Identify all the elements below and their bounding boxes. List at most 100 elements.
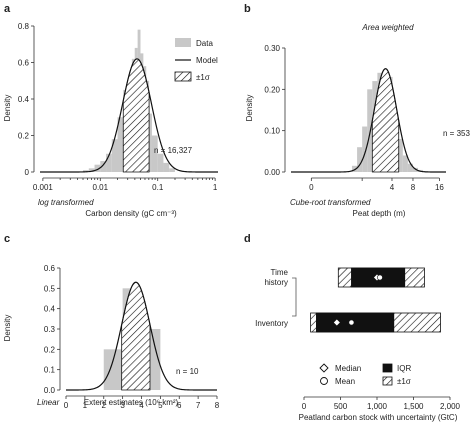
legend-iqr-label: IQR bbox=[397, 364, 411, 373]
panel-letter-a: a bbox=[4, 3, 11, 15]
row-label-time-2: history bbox=[264, 278, 288, 287]
legend-median-label: Median bbox=[335, 364, 361, 373]
legend-data-swatch bbox=[175, 38, 191, 47]
model-curve-c bbox=[66, 281, 217, 391]
bar-a-4 bbox=[106, 153, 112, 172]
panel-b: b Area weighted Density 0.00 0.10 0.20 0.30… bbox=[244, 3, 470, 218]
legend-data-label: Data bbox=[196, 39, 213, 48]
axes-c: 0.0 0.1 0.2 0.3 0.4 0.5 0.6 0 1 2 3 4 5 6 7 8 bbox=[44, 264, 220, 410]
ylabel-a: Density bbox=[3, 95, 12, 122]
legend-mean-label: Mean bbox=[335, 377, 355, 386]
xtick-label-b-3: 8 bbox=[411, 183, 416, 192]
bar-a-2 bbox=[94, 164, 101, 172]
xtick-label-c-2: 2 bbox=[102, 401, 107, 410]
legend-sigma-swatch bbox=[174, 71, 192, 82]
ytick-label-c-1: 0.1 bbox=[44, 366, 56, 375]
legend-sigma-swatch-d bbox=[382, 376, 393, 386]
xtick-label-a-0: 0.001 bbox=[33, 183, 54, 192]
title-b: Area weighted bbox=[361, 23, 414, 32]
bar-b-3 bbox=[367, 89, 373, 172]
xlabel-d: Peatland carbon stock with uncertainty (… bbox=[299, 413, 458, 422]
panel-letter-c: c bbox=[4, 233, 10, 245]
xtick-label-d-1: 500 bbox=[334, 402, 348, 411]
panel-d: d Time history Inventory 0 500 1,000 1,500 2… bbox=[244, 233, 461, 422]
bar-a-1 bbox=[88, 168, 95, 172]
bar-a-19 bbox=[169, 168, 175, 172]
n-label-c: n = 10 bbox=[176, 367, 199, 376]
mean-marker-0 bbox=[377, 274, 383, 281]
legend-a: Data Model ±1σ bbox=[174, 38, 218, 82]
mean-marker-1 bbox=[348, 319, 355, 326]
model-curve-a bbox=[40, 58, 218, 173]
xtick-label-c-4: 4 bbox=[139, 401, 144, 410]
ytick-label-c-0: 0.0 bbox=[44, 386, 56, 395]
bar-b-11 bbox=[407, 163, 413, 172]
row-label-time-1: Time bbox=[271, 268, 289, 277]
model-curve-b bbox=[291, 68, 446, 173]
ytick-label-a-4: 0.8 bbox=[18, 22, 30, 31]
median-marker-1 bbox=[332, 318, 341, 327]
legend-sigma-label-d: ±1σ bbox=[397, 377, 411, 386]
bar-a-5 bbox=[111, 139, 118, 172]
ytick-label-a-0: 0 bbox=[25, 168, 30, 177]
xtick-label-c-0: 0 bbox=[64, 401, 69, 410]
ylabel-c: Density bbox=[3, 315, 12, 342]
xtick-label-a-2: 0.1 bbox=[152, 183, 164, 192]
xtick-label-d-4: 2,000 bbox=[440, 402, 461, 411]
panel-letter-d: d bbox=[244, 233, 251, 245]
ytick-label-a-3: 0.6 bbox=[18, 59, 30, 68]
legend-d: Median Mean IQR ±1σ bbox=[319, 363, 411, 386]
ytick-label-b-2: 0.20 bbox=[264, 85, 280, 94]
ytick-label-c-2: 0.2 bbox=[44, 345, 56, 354]
legend-model-label: Model bbox=[196, 56, 218, 65]
legend-median-marker bbox=[319, 363, 329, 373]
n-label-a: n = 16,327 bbox=[154, 146, 193, 155]
ytick-label-b-1: 0.10 bbox=[264, 127, 280, 136]
xtick-label-b-0: 0 bbox=[309, 183, 314, 192]
xtick-label-d-0: 0 bbox=[302, 402, 307, 411]
ytick-label-c-6: 0.6 bbox=[44, 264, 56, 273]
ytick-label-a-1: 0.2 bbox=[18, 132, 30, 141]
bar-b-0 bbox=[351, 165, 358, 172]
panel-letter-b: b bbox=[244, 3, 251, 15]
legend-mean-marker bbox=[320, 377, 328, 385]
legend-iqr-swatch bbox=[382, 363, 393, 373]
bar-a-15 bbox=[149, 113, 152, 172]
ytick-label-c-3: 0.3 bbox=[44, 325, 56, 334]
row-bracket bbox=[292, 277, 297, 317]
axes-b: 0.00 0.10 0.20 0.30 0 4 8 16 bbox=[264, 44, 444, 192]
panel-c: c Density 0.0 0.1 0.2 0.3 0.4 0.5 0.6 0 1 2 3 4 5 6 7 8… bbox=[3, 233, 220, 410]
ytick-label-c-5: 0.5 bbox=[44, 284, 56, 293]
bar-a-0 bbox=[83, 170, 89, 172]
ylabel-b: Density bbox=[245, 95, 254, 122]
xtick-label-b-4: 16 bbox=[435, 183, 444, 192]
iqr-box-1 bbox=[316, 312, 395, 333]
xtick-label-a-3: 1 bbox=[213, 183, 218, 192]
bar-b-1 bbox=[357, 147, 363, 172]
xtick-label-c-8: 8 bbox=[215, 401, 220, 410]
xtick-label-c-6: 6 bbox=[177, 401, 182, 410]
ytick-label-b-0: 0.00 bbox=[264, 168, 280, 177]
bar-a-3 bbox=[100, 161, 107, 172]
ytick-label-c-4: 0.4 bbox=[44, 305, 56, 314]
xlabel-b: Peat depth (m) bbox=[353, 209, 406, 218]
x-note-a: log transformed bbox=[38, 198, 94, 207]
xlabel-c: Extent estimates (10⁶ km²) bbox=[84, 398, 179, 407]
x-note-c: Linear bbox=[37, 398, 60, 407]
axes-d: 0 500 1,000 1,500 2,000 bbox=[302, 396, 461, 411]
xtick-label-c-7: 7 bbox=[196, 401, 201, 410]
bar-a-18 bbox=[163, 162, 170, 172]
panel-a: a Density 0 0.2 0.4 0.6 0.8 0.001 0.01 0.1 1 n =… bbox=[3, 3, 218, 218]
bar-b-9 bbox=[397, 138, 403, 172]
xtick-label-c-3: 3 bbox=[120, 401, 125, 410]
bar-a-6 bbox=[117, 117, 124, 172]
ytick-label-b-3: 0.30 bbox=[264, 44, 280, 53]
xtick-label-b-2: 4 bbox=[390, 183, 395, 192]
axes-a: 0 0.2 0.4 0.6 0.8 0.001 0.01 0.1 1 bbox=[18, 22, 218, 192]
x-note-b: Cube-root transformed bbox=[290, 198, 371, 207]
bar-b-10 bbox=[402, 155, 408, 172]
n-label-b: n = 353 bbox=[443, 129, 470, 138]
xlabel-a: Carbon density (gC cm⁻³) bbox=[85, 209, 177, 218]
bar-c-0 bbox=[103, 349, 123, 390]
